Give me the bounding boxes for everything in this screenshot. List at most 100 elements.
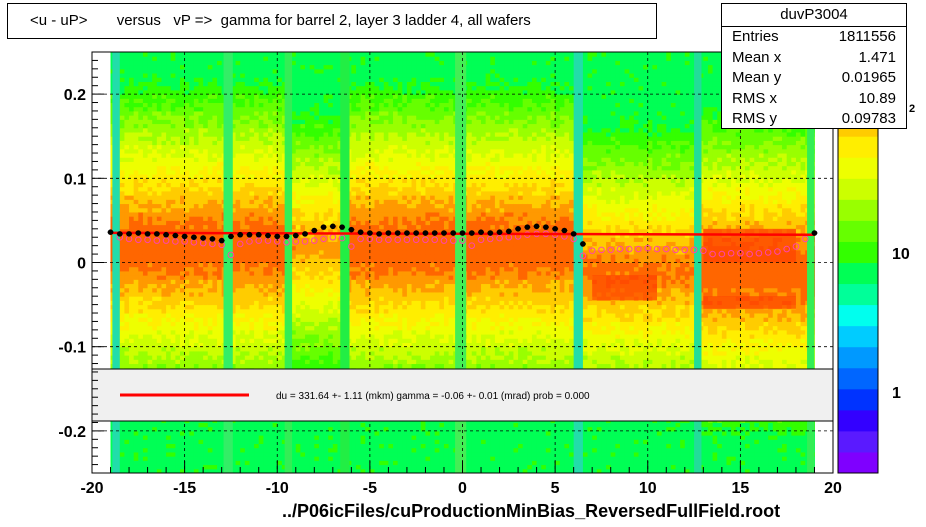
heatmap-cell bbox=[161, 199, 167, 205]
heatmap-cell bbox=[119, 291, 125, 297]
heatmap-cell bbox=[328, 81, 334, 87]
heatmap-cell bbox=[119, 77, 125, 82]
heatmap-cell bbox=[309, 363, 315, 369]
heatmap-cell bbox=[184, 228, 190, 234]
heatmap-cell bbox=[207, 148, 213, 154]
heatmap-cell bbox=[309, 216, 315, 221]
heatmap-cell bbox=[230, 216, 237, 221]
heatmap-cell bbox=[337, 165, 343, 171]
heatmap-cell bbox=[166, 355, 172, 360]
heatmap-cell bbox=[161, 300, 167, 306]
heatmap-cell bbox=[314, 77, 320, 82]
heatmap-cell bbox=[138, 169, 144, 175]
heatmap-cell bbox=[291, 81, 297, 87]
heatmap-cell bbox=[212, 262, 218, 268]
heatmap-cell bbox=[272, 157, 278, 162]
heatmap-cell bbox=[124, 224, 130, 230]
heatmap-cell bbox=[295, 186, 301, 192]
heatmap-cell bbox=[277, 342, 283, 348]
heatmap-cell bbox=[217, 283, 223, 289]
heatmap-cell bbox=[217, 148, 223, 154]
heatmap-cell bbox=[193, 291, 200, 297]
heatmap-cell bbox=[230, 224, 237, 230]
heatmap-cell bbox=[314, 338, 320, 343]
heatmap-cell bbox=[240, 355, 246, 360]
heatmap-cell bbox=[263, 169, 269, 175]
heatmap-cell bbox=[323, 68, 329, 74]
heatmap-cell bbox=[207, 123, 213, 129]
heatmap-cell bbox=[249, 106, 255, 112]
heatmap-cell bbox=[161, 157, 167, 162]
heatmap-cell bbox=[240, 110, 246, 116]
heatmap-cell bbox=[119, 350, 125, 356]
heatmap-cell bbox=[217, 435, 223, 440]
heatmap-cell bbox=[254, 94, 260, 99]
heatmap-cell bbox=[240, 161, 246, 167]
heatmap-cell bbox=[217, 119, 223, 125]
heatmap-cell bbox=[175, 325, 181, 331]
heatmap-cell bbox=[230, 304, 237, 310]
heatmap-cell bbox=[305, 241, 311, 247]
heatmap-cell bbox=[161, 89, 167, 95]
heatmap-cell bbox=[267, 266, 274, 272]
heatmap-cell bbox=[235, 52, 241, 57]
heatmap-cell bbox=[240, 77, 246, 82]
heatmap-cell bbox=[332, 207, 338, 213]
heatmap-cell bbox=[258, 89, 264, 95]
heatmap-cell bbox=[272, 64, 278, 70]
heatmap-cell bbox=[305, 52, 311, 57]
heatmap-cell bbox=[217, 131, 223, 137]
heatmap-cell bbox=[156, 304, 162, 310]
heatmap-cell bbox=[156, 291, 162, 297]
heatmap-cell bbox=[244, 308, 250, 314]
heatmap-cell bbox=[249, 443, 255, 449]
heatmap-cell bbox=[254, 89, 260, 95]
heatmap-cell bbox=[277, 115, 283, 120]
heatmap-cell bbox=[328, 355, 334, 360]
heatmap-cell bbox=[323, 363, 329, 369]
heatmap-cell bbox=[184, 131, 190, 137]
heatmap-cell bbox=[277, 443, 283, 449]
heatmap-cell bbox=[193, 89, 200, 95]
heatmap-cell bbox=[133, 296, 139, 301]
heatmap-cell bbox=[152, 300, 158, 306]
heatmap-cell bbox=[277, 123, 283, 129]
heatmap-cell bbox=[272, 435, 278, 440]
heatmap-cell bbox=[152, 296, 158, 301]
heatmap-cell bbox=[147, 308, 153, 314]
heatmap-cell bbox=[323, 254, 329, 259]
heatmap-cell bbox=[119, 165, 125, 171]
heatmap-cell bbox=[138, 460, 144, 466]
heatmap-cell bbox=[318, 460, 325, 466]
heatmap-cell bbox=[198, 144, 204, 150]
heatmap-cell bbox=[332, 439, 338, 445]
heatmap-cell bbox=[263, 363, 269, 369]
heatmap-cell bbox=[328, 363, 334, 369]
heatmap-cell bbox=[138, 304, 144, 310]
heatmap-cell bbox=[212, 283, 218, 289]
heatmap-cell bbox=[291, 329, 297, 335]
heatmap-cell bbox=[254, 304, 260, 310]
heatmap-cell bbox=[244, 186, 250, 192]
heatmap-cell bbox=[291, 136, 297, 141]
heatmap-cell bbox=[170, 325, 176, 331]
heatmap-cell bbox=[189, 60, 195, 66]
heatmap-cell bbox=[230, 359, 237, 365]
heatmap-cell bbox=[272, 350, 278, 356]
heatmap-cell bbox=[184, 329, 190, 335]
heatmap-cell bbox=[272, 123, 278, 129]
heatmap-cell bbox=[170, 300, 176, 306]
heatmap-cell bbox=[119, 254, 125, 259]
heatmap-cell bbox=[305, 329, 311, 335]
heatmap-cell bbox=[207, 81, 213, 87]
heatmap-cell bbox=[166, 110, 172, 116]
heatmap-cell bbox=[198, 443, 204, 449]
heatmap-cell bbox=[170, 321, 176, 327]
heatmap-cell bbox=[198, 266, 204, 272]
heatmap-cell bbox=[318, 174, 325, 179]
heatmap-cell bbox=[258, 110, 264, 116]
heatmap-cell bbox=[332, 52, 338, 57]
heatmap-cell bbox=[170, 258, 176, 263]
heatmap-cell bbox=[170, 178, 176, 184]
heatmap-cell bbox=[305, 161, 311, 167]
